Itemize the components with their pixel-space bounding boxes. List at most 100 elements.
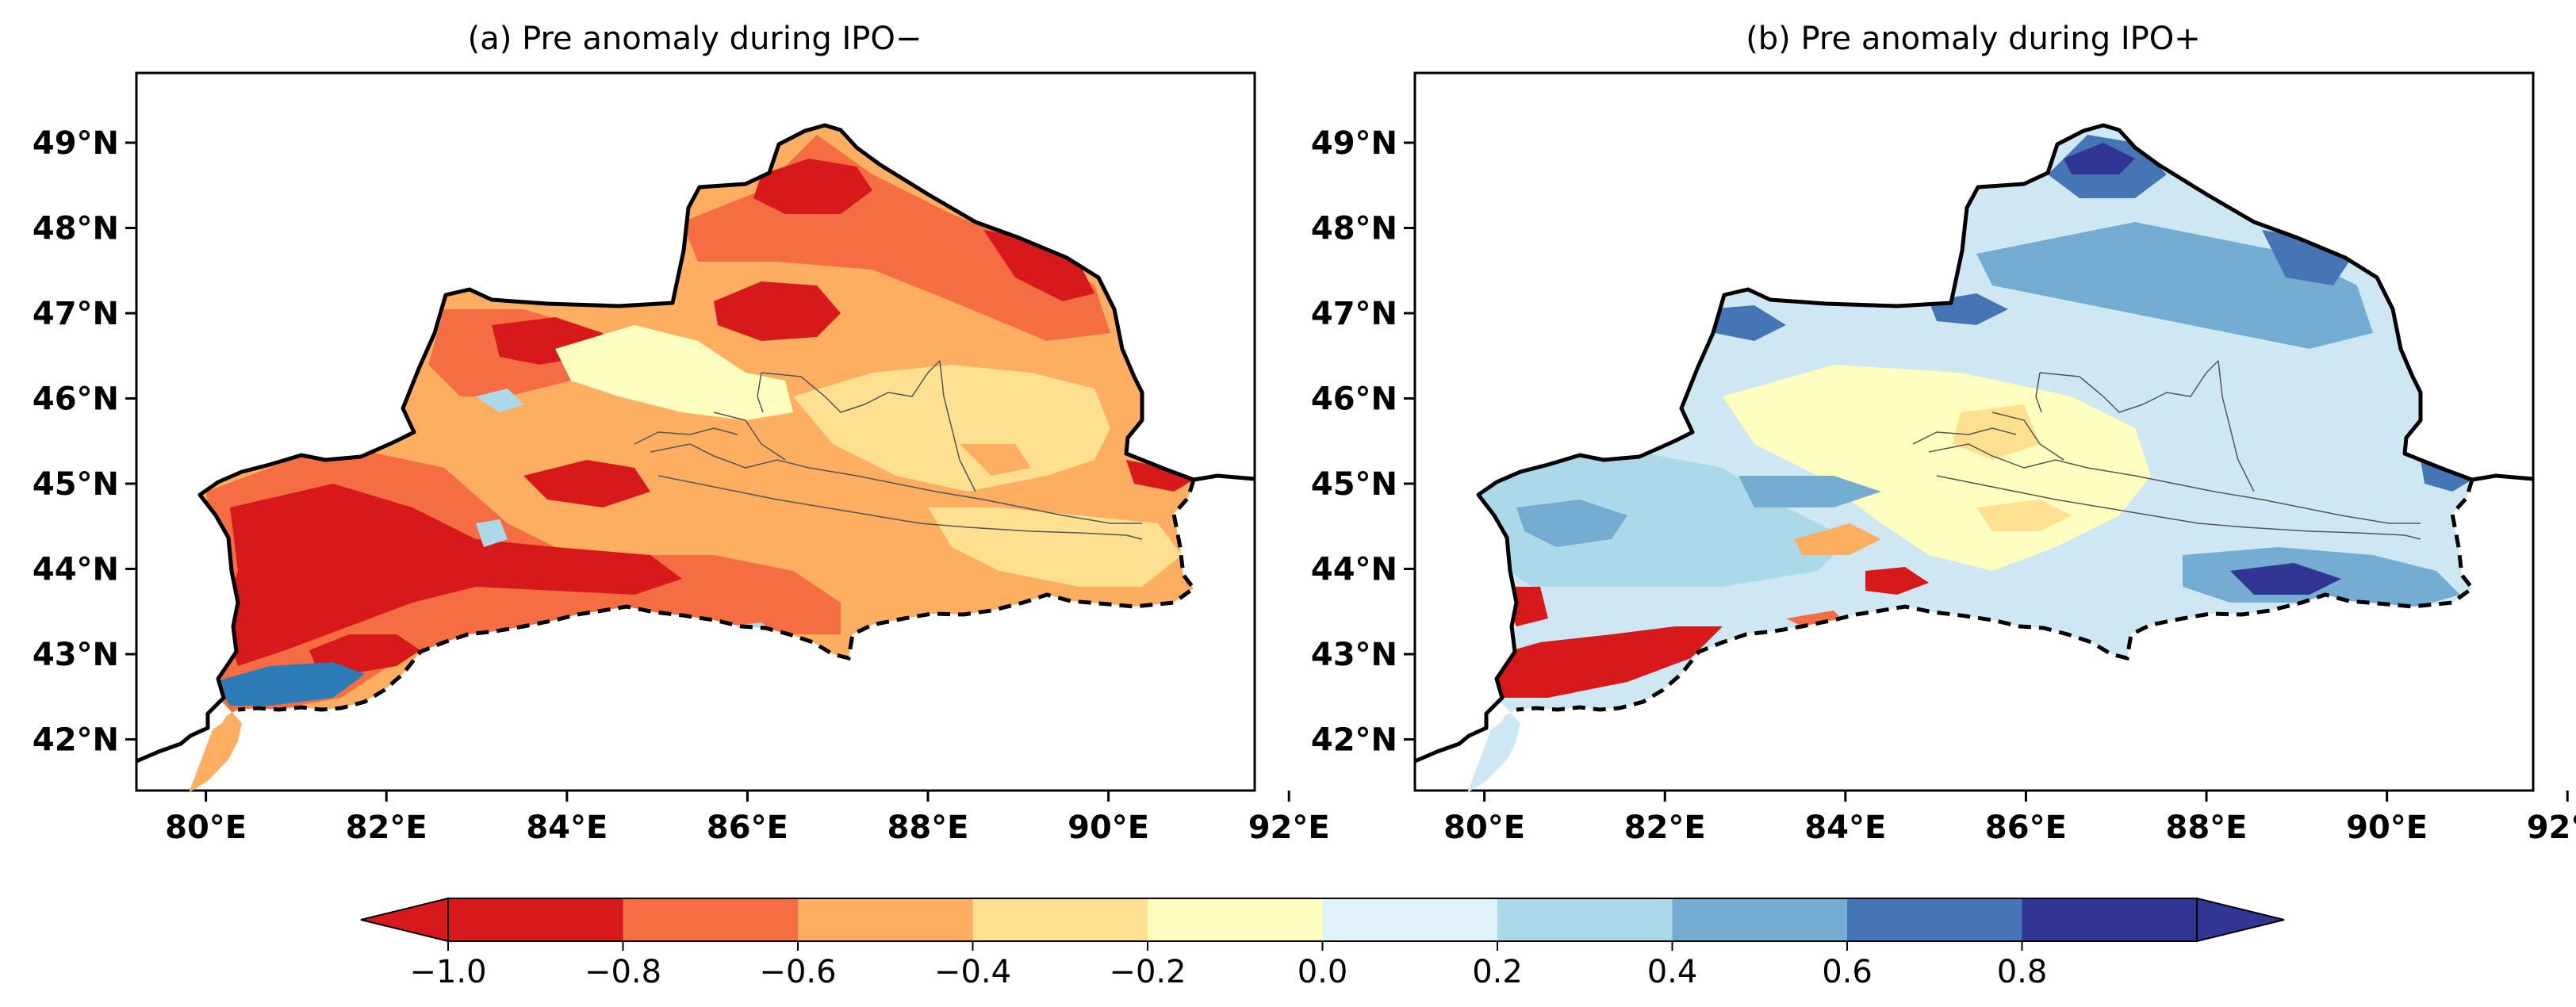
colorbar-segment (1322, 898, 1498, 941)
panel-a-subregion-line (713, 412, 786, 461)
colorbar-segment (1847, 898, 2022, 941)
panel-a-anomaly-patch (1126, 460, 1194, 492)
panel-a-subregion-line (657, 475, 1143, 540)
panel-b-lat-label: 48°N (1311, 211, 1397, 247)
panel-a-lat-label: 46°N (33, 381, 119, 418)
panel-b-lat-label: 46°N (1311, 381, 1397, 418)
panel-a-lat-label: 45°N (33, 466, 119, 503)
panel-a-anomaly-patch (983, 230, 1094, 301)
panel-a-anomaly-patch (476, 389, 523, 412)
panel-a-lon-label: 92°E (1248, 810, 1330, 846)
panel-a-anomaly-patch (753, 159, 872, 214)
panel-b-subregion-line (1912, 427, 2017, 445)
panel-a-lat-labels: 49°N 48°N 47°N 46°N 45°N 44°N 43°N 42°N (33, 125, 136, 759)
panel-b-anomaly-patch (1485, 626, 1723, 698)
panel-a-title: (a) Pre anomaly during IPO− (468, 21, 922, 57)
panel-a-subregion-line (757, 372, 764, 413)
panel-a-border-solid (136, 123, 1255, 764)
panel-b-lon-label: 90°E (2346, 810, 2428, 846)
panel-b-subregion-line (2039, 360, 2219, 413)
colorbar-tick-label: 0.8 (1997, 954, 2048, 990)
panel-b-anomaly-patch (1865, 567, 1929, 595)
panel-a-shaded-field (189, 125, 1194, 793)
panel-a-lat-label: 42°N (33, 722, 119, 759)
panel-b-lon-label: 88°E (2166, 810, 2248, 846)
panel-b-anomaly-patch (1794, 523, 1881, 555)
panel-a-anomaly-patch (555, 325, 793, 420)
panel-b-anomaly-patch (1976, 500, 2072, 531)
panel-b-lat-label: 43°N (1311, 637, 1397, 673)
panel-b-anomaly-patch (1738, 476, 1881, 507)
panel-b-lat-label: 42°N (1311, 722, 1397, 759)
panel-a-anomaly-patch (214, 662, 365, 706)
panel-a-lon-label: 84°E (526, 810, 608, 846)
colorbar-tick-label: −0.4 (934, 954, 1011, 990)
panel-b-lat-labels: 49°N 48°N 47°N 46°N 45°N 44°N 43°N 42°N (1311, 125, 1415, 759)
panel-b-border-solid (1414, 123, 2534, 764)
panel-a-lon-label: 86°E (707, 810, 788, 846)
colorbar-segment (1497, 898, 1673, 941)
colorbar-segment (623, 898, 799, 941)
panel-b-title: (b) Pre anomaly during IPO+ (1746, 21, 2201, 57)
panel-a-subregion-line (983, 499, 1142, 524)
colorbar-tick-label: −0.2 (1109, 954, 1186, 990)
colorbar-tick-label: 0.0 (1298, 954, 1348, 990)
panel-b-lon-label: 92°E (2527, 810, 2576, 846)
panel-b: (b) Pre anomaly during IPO+ 49°N 48°N 47°N… (1311, 21, 2576, 846)
panel-b-lon-label: 84°E (1804, 810, 1886, 846)
panel-a-anomaly-patch (714, 281, 841, 341)
colorbar-segment (448, 898, 623, 941)
panel-a-border-dashed (237, 479, 1197, 712)
colorbar-segment (1148, 898, 1323, 941)
panel-a-anomaly-patch (523, 460, 650, 507)
panel-a-subregion-line (939, 360, 976, 492)
colorbar-segment (972, 898, 1148, 941)
panel-a-subregion-line (761, 360, 941, 413)
panel-a-boundary (136, 123, 1255, 764)
panel-b-anomaly-patch (2262, 230, 2349, 285)
panel-a-subregion-line (650, 443, 984, 500)
panel-b-subregion-line (1936, 475, 2421, 540)
panel-b-lon-label: 80°E (1443, 810, 1525, 846)
panel-a-anomaly-patch (928, 507, 1182, 587)
panel-b-lon-label: 86°E (1985, 810, 2067, 846)
panel-b-subregion-line (2035, 372, 2042, 413)
colorbar-extend-low (360, 897, 449, 943)
panel-a-subregion-line (634, 427, 738, 445)
colorbar-tick-label: −1.0 (409, 954, 486, 990)
panel-a-lat-label: 48°N (33, 211, 119, 247)
colorbar-extend-high (2196, 897, 2285, 943)
colorbar-tick-label: −0.6 (759, 954, 836, 990)
panel-b-anomaly-patch (1469, 444, 1850, 587)
panel-b-anomaly-patch (1707, 305, 1786, 341)
colorbar-tick-label: −0.8 (585, 954, 661, 990)
panel-a-anomaly-patch (476, 519, 508, 547)
panel-a-lat-label: 47°N (33, 296, 119, 332)
panel-b-boundary (1414, 123, 2534, 764)
panel-b-subregion-line (1991, 412, 2064, 461)
panel-a-lon-labels: 80°E 82°E 84°E 86°E 88°E 90°E 92°E (165, 791, 1330, 846)
panel-a-lon-label: 80°E (165, 810, 247, 846)
panel-b-anomaly-patch (2230, 563, 2341, 595)
panel-b-subregion-line (2261, 499, 2421, 524)
colorbar-segment (798, 898, 973, 941)
panel-b-anomaly-patch (1516, 500, 1627, 547)
panel-a-lon-label: 88°E (887, 810, 969, 846)
panel-b-lat-label: 47°N (1311, 296, 1397, 332)
colorbar-tick-label: 0.2 (1472, 954, 1523, 990)
panel-a-anomaly-patch (960, 444, 1031, 476)
panel-b-border-dashed (1516, 479, 2475, 712)
panel-a-lat-label: 44°N (33, 552, 119, 588)
panel-b-subregion-line (1928, 443, 2263, 500)
panel-b-shaded-field (1467, 125, 2472, 793)
panel-a-lon-label: 82°E (346, 810, 427, 846)
panel-b-anomaly-patch (2064, 143, 2135, 174)
panel-b-lat-label: 44°N (1311, 552, 1397, 588)
colorbar-segment (2022, 898, 2198, 941)
panel-b-lat-label: 45°N (1311, 466, 1397, 503)
panel-b-lat-label: 49°N (1311, 125, 1397, 162)
panel-a-anomaly-patch (222, 484, 682, 666)
panel-a: (a) Pre anomaly during IPO− 49°N 48°N 47°N… (33, 21, 1330, 846)
panel-a-lat-label: 43°N (33, 637, 119, 673)
